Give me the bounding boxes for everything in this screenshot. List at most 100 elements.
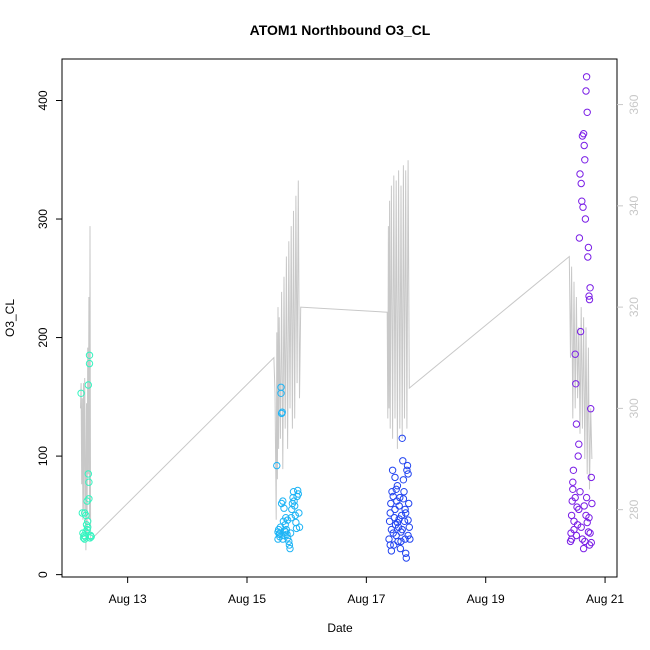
x-axis-label: Date	[327, 621, 353, 635]
y-axis-label: O3_CL	[3, 299, 17, 337]
data-point-4	[576, 488, 584, 496]
plot-frame	[61, 58, 618, 578]
data-point-4	[567, 535, 576, 543]
data-point-2	[279, 497, 287, 505]
data-point-4	[582, 87, 590, 95]
data-point-3	[393, 482, 402, 490]
data-point-2	[283, 516, 292, 524]
data-point-2	[291, 502, 299, 510]
data-point-2	[273, 461, 281, 470]
x-tick-label: Aug 13	[109, 592, 147, 606]
data-point-3	[388, 466, 397, 474]
data-point-2	[277, 389, 285, 397]
data-point-3	[405, 523, 413, 531]
data-point-4	[579, 544, 588, 553]
data-point-4	[585, 541, 594, 549]
data-point-4	[569, 466, 578, 474]
data-point-4	[573, 521, 582, 529]
data-point-4	[582, 493, 591, 502]
right-y-tick-label: 340	[627, 196, 641, 216]
data-point-3	[398, 434, 406, 442]
right-y-tick-label: 320	[627, 297, 641, 317]
data-point-3	[399, 495, 408, 503]
y-axis: 0 100 200 300 400	[36, 90, 62, 578]
data-point-2	[280, 504, 288, 512]
data-point-4	[579, 203, 587, 211]
data-point-4	[582, 73, 591, 81]
data-point-4	[584, 528, 593, 536]
data-point-3	[387, 525, 396, 534]
data-point-1	[87, 533, 95, 541]
data-point-1	[85, 495, 93, 503]
data-point-4	[578, 535, 587, 543]
data-point-3	[400, 488, 408, 496]
data-point-1	[85, 478, 93, 486]
chart-title: ATOM1 Northbound O3_CL	[250, 22, 431, 38]
y-tick-label: 100	[36, 446, 50, 466]
data-point-4	[587, 405, 595, 413]
data-point-4	[571, 493, 579, 502]
data-point-2	[278, 408, 286, 416]
data-point-4	[577, 179, 585, 188]
data-point-2	[294, 486, 302, 495]
x-tick-label: Aug 19	[467, 592, 505, 606]
y-tick-label: 200	[36, 327, 50, 347]
data-point-3	[404, 516, 412, 524]
data-point-4	[583, 518, 591, 527]
y-axis-right: 280 300 320 340 360	[617, 94, 641, 520]
data-point-2	[283, 530, 291, 538]
data-point-1	[84, 523, 92, 531]
data-point-2	[295, 523, 304, 531]
data-point-1	[85, 359, 94, 368]
data-point-3	[394, 537, 402, 546]
data-point-3	[399, 476, 408, 484]
data-point-4	[569, 478, 577, 486]
line-series	[80, 160, 593, 551]
data-point-4	[572, 420, 581, 428]
data-point-4	[575, 440, 583, 448]
data-point-4	[579, 130, 588, 138]
data-point-4	[580, 141, 588, 150]
data-point-3	[391, 473, 399, 482]
data-point-4	[571, 350, 579, 358]
x-tick-label: Aug 21	[586, 592, 624, 606]
data-point-3	[405, 499, 413, 508]
data-point-3	[402, 554, 410, 562]
data-point-1	[81, 533, 90, 541]
data-point-2	[282, 514, 290, 522]
data-point-4	[588, 499, 596, 508]
data-point-4	[585, 514, 593, 522]
data-point-3	[388, 488, 396, 496]
y-tick-label: 300	[36, 209, 50, 229]
data-point-3	[395, 515, 403, 523]
data-point-4	[570, 517, 578, 525]
data-point-4	[583, 108, 591, 117]
data-point-3	[402, 509, 410, 517]
x-tick-label: Aug 15	[228, 592, 266, 606]
data-point-3	[404, 470, 412, 478]
data-point-3	[402, 549, 410, 557]
data-point-3	[396, 544, 405, 553]
data-point-3	[395, 502, 403, 510]
data-point-4	[580, 502, 588, 510]
data-point-4	[585, 292, 593, 300]
data-point-2	[289, 488, 298, 496]
data-point-3	[391, 505, 399, 514]
data-point-4	[581, 156, 589, 164]
data-point-4	[575, 234, 584, 242]
data-point-4	[575, 505, 583, 514]
data-point-3	[403, 461, 412, 470]
data-point-3	[389, 492, 397, 501]
data-point-4	[576, 327, 585, 336]
data-point-3	[401, 505, 409, 514]
data-point-4	[569, 485, 577, 493]
data-point-4	[584, 253, 592, 261]
data-point-4	[578, 197, 586, 205]
data-point-1	[85, 351, 94, 359]
data-point-4	[576, 170, 584, 178]
data-point-4	[572, 380, 580, 388]
point-series	[77, 73, 596, 562]
data-point-4	[585, 295, 594, 304]
data-point-3	[399, 457, 407, 465]
data-point-3	[385, 517, 394, 525]
